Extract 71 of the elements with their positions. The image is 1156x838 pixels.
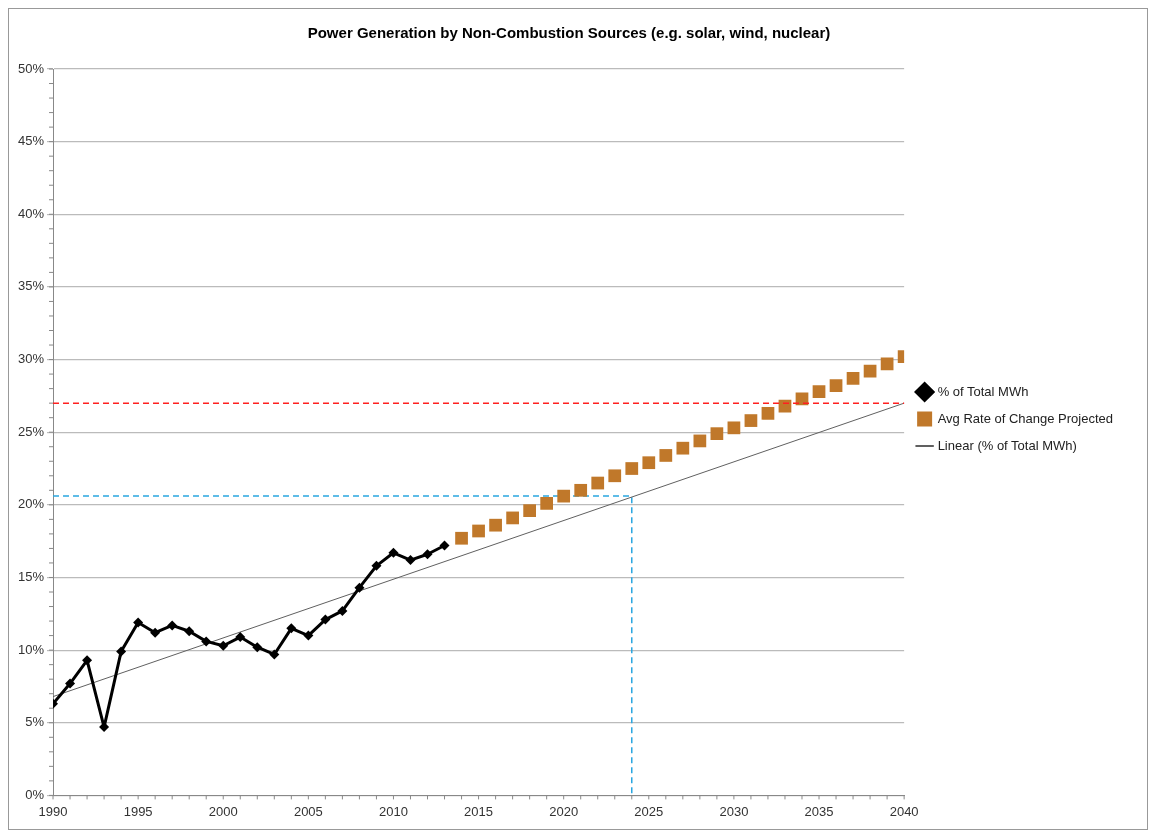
point [133, 617, 144, 628]
point [863, 364, 877, 378]
point [320, 614, 331, 625]
y-tick-label: 25% [17, 423, 45, 439]
point [710, 427, 724, 441]
y-tick-label: 50% [17, 60, 45, 76]
point [625, 462, 639, 475]
point [574, 483, 588, 497]
x-tick-label: 2030 [719, 803, 749, 819]
point [116, 646, 127, 657]
point [540, 497, 554, 510]
chart-title: Power Generation by Non-Combustion Sources (e.g. solar, wind, nuclear) [307, 24, 831, 42]
point [472, 524, 485, 538]
legend-label: Avg Rate of Change Projected [937, 410, 1113, 426]
point [184, 626, 195, 637]
point [608, 469, 622, 483]
point [812, 385, 826, 398]
y-tick-label: 40% [17, 205, 45, 221]
point [557, 489, 571, 503]
x-tick-label: 2040 [889, 803, 919, 819]
x-tick-label: 2000 [208, 803, 238, 819]
point [218, 640, 229, 651]
point [676, 441, 690, 455]
x-tick-label: 1990 [38, 803, 68, 819]
point [371, 560, 382, 571]
point [693, 434, 707, 448]
point [761, 406, 775, 420]
point [506, 511, 519, 525]
point [455, 531, 468, 545]
point [354, 582, 365, 593]
point [65, 678, 76, 689]
point [846, 372, 860, 385]
point [235, 632, 246, 643]
point [523, 504, 536, 518]
point [286, 623, 297, 634]
y-tick-label: 20% [17, 496, 45, 512]
x-tick-label: 2005 [293, 803, 323, 819]
x-tick-label: 2015 [464, 803, 494, 819]
y-tick-label: 45% [17, 133, 45, 149]
legend-label: Linear (% of Total MWh) [937, 437, 1077, 453]
point [439, 540, 450, 551]
point [727, 421, 741, 435]
legend-label: % of Total MWh [937, 383, 1029, 399]
point [337, 605, 348, 616]
point [201, 636, 212, 647]
point [642, 456, 656, 470]
point [269, 649, 280, 660]
point [150, 627, 161, 638]
x-tick-label: 2020 [549, 803, 579, 819]
point [659, 449, 673, 462]
point [405, 555, 416, 566]
x-tick-label: 2035 [804, 803, 834, 819]
point [303, 630, 314, 641]
x-tick-label: 2010 [379, 803, 408, 819]
point [829, 379, 843, 393]
y-tick-label: 10% [17, 641, 45, 657]
y-tick-label: 15% [17, 569, 45, 585]
point [167, 620, 178, 631]
y-tick-label: 0% [25, 786, 45, 802]
point [82, 655, 93, 666]
y-tick-label: 30% [17, 351, 45, 367]
point [252, 642, 263, 653]
point [744, 414, 758, 427]
y-tick-label: 35% [17, 278, 45, 294]
x-tick-label: 1995 [123, 803, 153, 819]
point [591, 476, 605, 490]
x-tick-label: 2025 [634, 803, 664, 819]
point [489, 518, 502, 532]
point [388, 547, 399, 558]
point [422, 549, 433, 560]
y-tick-label: 5% [25, 714, 45, 730]
